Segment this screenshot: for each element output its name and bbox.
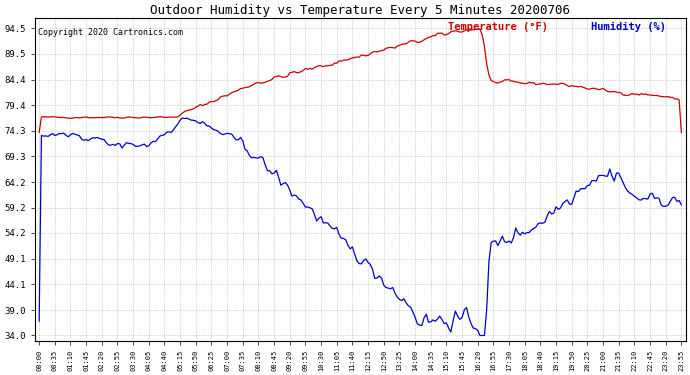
Text: Humidity (%): Humidity (%): [591, 21, 667, 32]
Title: Outdoor Humidity vs Temperature Every 5 Minutes 20200706: Outdoor Humidity vs Temperature Every 5 …: [150, 4, 570, 17]
Text: Temperature (°F): Temperature (°F): [448, 21, 548, 32]
Text: Copyright 2020 Cartronics.com: Copyright 2020 Cartronics.com: [38, 28, 183, 37]
